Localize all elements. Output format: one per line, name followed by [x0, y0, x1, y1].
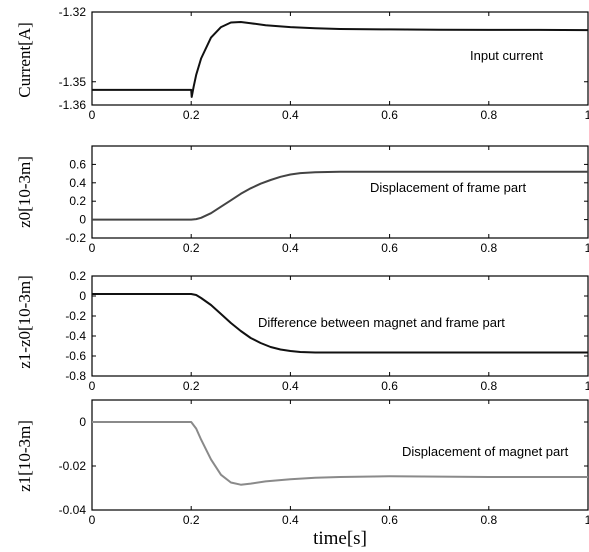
- y-tick-label: -1.36: [59, 98, 87, 112]
- curve-annotation: Displacement of magnet part: [402, 444, 569, 459]
- plot-frame: [91, 275, 589, 377]
- y-tick-label: -0.02: [59, 459, 87, 473]
- series-line: [92, 170, 588, 221]
- x-tick-label: 0.4: [282, 379, 299, 393]
- y-axis-label: Current[A]: [15, 22, 34, 98]
- x-tick-label: 0.4: [282, 108, 299, 122]
- x-tick-label: 0.4: [282, 241, 299, 255]
- x-tick-label: 0.8: [480, 241, 497, 255]
- x-axis-label: time[s]: [313, 528, 367, 549]
- curve-annotation: Displacement of frame part: [370, 180, 526, 195]
- x-tick-label: 0.2: [183, 513, 200, 527]
- y-tick-label: 0.2: [69, 194, 86, 208]
- x-tick-label: 0: [89, 379, 96, 393]
- x-tick-label: 0: [89, 241, 96, 255]
- x-tick-label: 0.8: [480, 379, 497, 393]
- x-tick-label: 1: [585, 241, 589, 255]
- x-tick-label: 1: [585, 108, 589, 122]
- x-tick-label: 1: [585, 513, 589, 527]
- x-tick-label: 0.6: [381, 241, 398, 255]
- plot-frame: [91, 399, 589, 511]
- x-tick-label: 0.2: [183, 379, 200, 393]
- y-axis-label: z1-z0[10-3m]: [15, 275, 34, 368]
- y-axis-label: z1[10-3m]: [15, 420, 34, 492]
- x-tick-label: 0.6: [381, 108, 398, 122]
- x-tick-label: 0.6: [381, 513, 398, 527]
- subplot-3: 0 0.2 0.4 0.6 0.8 1 0.2 0 -0.2 -0.4 -0.6 -0.8 Differ…: [15, 269, 589, 393]
- x-tick-label: 0.2: [183, 108, 200, 122]
- plot-frame: [91, 145, 589, 239]
- x-tick-label: 1: [585, 379, 589, 393]
- y-tick-label: -0.04: [59, 503, 87, 517]
- subplot-4: 0 0.2 0.4 0.6 0.8 1 0 -0.02 -0.04 Displacement of…: [15, 399, 589, 527]
- y-tick-label: -1.35: [59, 75, 87, 89]
- y-tick-label: -1.32: [59, 5, 87, 19]
- y-tick-label: 0: [79, 415, 86, 429]
- curve-annotation: Difference between magnet and frame part: [258, 315, 505, 330]
- x-tick-label: 0: [89, 513, 96, 527]
- subplot-2: 0 0.2 0.4 0.6 0.8 10.60.40.20-0.2Displacement…: [15, 145, 589, 255]
- y-tick-label: 0: [79, 213, 86, 227]
- y-tick-label: -0.4: [65, 329, 86, 343]
- y-axis-label: z0[10-3m]: [15, 156, 34, 228]
- series-line: [92, 421, 588, 486]
- x-tick-label: 0.2: [183, 241, 200, 255]
- y-tick-label: 0.4: [69, 176, 86, 190]
- x-tick-label: 0.8: [480, 108, 497, 122]
- x-tick-label: 0.6: [381, 379, 398, 393]
- y-tick-label: -0.2: [65, 309, 86, 323]
- subplot-1: 0 0.2 0.4 0.6 0.8 1 -1.32 -1.35 -1.36 Input curre…: [15, 5, 589, 122]
- y-tick-label: -0.6: [65, 349, 86, 363]
- y-tick-label: -0.8: [65, 369, 86, 383]
- y-tick-label: 0.2: [69, 269, 86, 283]
- curve-annotation: Input current: [470, 48, 543, 63]
- y-tick-label: -0.2: [65, 231, 86, 245]
- y-tick-label: 0: [79, 289, 86, 303]
- x-tick-label: 0.4: [282, 513, 299, 527]
- y-tick-label: 0.6: [69, 157, 86, 171]
- series-line: [92, 293, 588, 354]
- series-line: [92, 21, 589, 98]
- x-tick-label: 0.8: [480, 513, 497, 527]
- plot-frame: [91, 11, 589, 106]
- x-tick-label: 0: [89, 108, 96, 122]
